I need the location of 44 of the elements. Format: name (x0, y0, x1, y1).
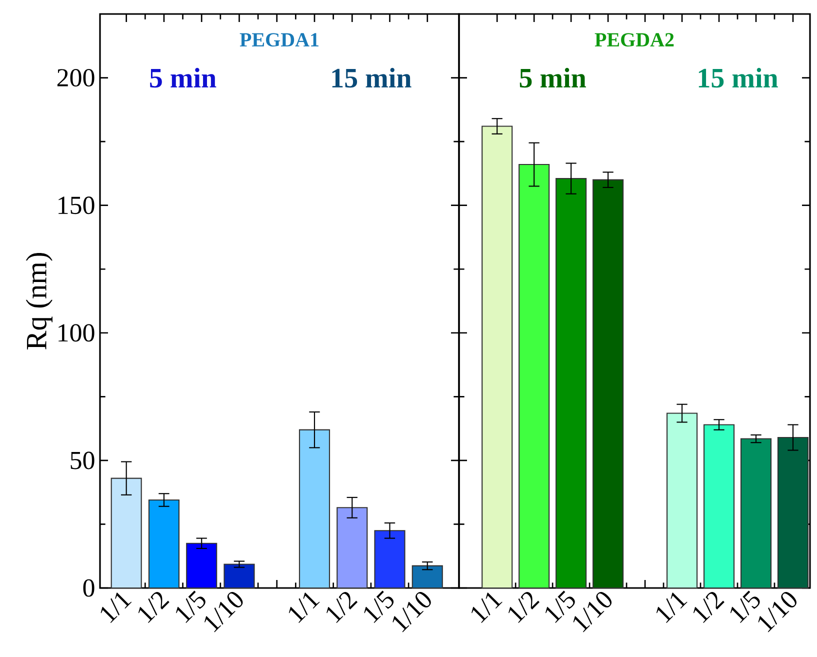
text: PEGDA2 (594, 33, 674, 47)
x-tick-label: 1/2 (508, 592, 540, 623)
x-tick-label: 1/5 (364, 590, 394, 623)
annotation: 15 min (332, 68, 412, 88)
x-tick-label: 1/10 (573, 592, 612, 632)
x-tick-label: 1/10 (758, 592, 796, 632)
x-tick-label: 1/2 (326, 592, 358, 623)
x-tick-label: 1/10 (204, 592, 243, 632)
x-tick-label: 1/5 (730, 590, 760, 623)
bar (374, 530, 406, 589)
bar (777, 436, 809, 589)
bar (110, 478, 142, 589)
y-tick-label: 100 (58, 324, 94, 342)
x-tick-label: 1/10 (392, 592, 431, 632)
bar (556, 178, 587, 589)
annotation: 5 min (520, 68, 586, 88)
text: PEGDA1 (240, 33, 318, 47)
bar (336, 507, 368, 589)
bar (148, 499, 180, 589)
annotation: 5 min (150, 68, 216, 88)
y-axis-title: Rq (nm) (26, 253, 52, 350)
annotation: 15 min (698, 68, 778, 88)
bar (412, 565, 443, 589)
bar (592, 179, 624, 589)
x-tick-label: 1/5 (176, 590, 206, 623)
bar (518, 164, 550, 589)
y-tick-label: 50 (70, 452, 94, 470)
bar (224, 564, 255, 589)
y-tick-label: 0 (83, 579, 94, 597)
x-tick-label: 1/1 (472, 592, 502, 623)
x-tick-label: 1/1 (656, 592, 688, 623)
x-tick-label: 1/1 (288, 592, 320, 623)
bar (186, 542, 218, 589)
x-tick-label: 1/2 (138, 592, 170, 623)
x-tick-label: 1/1 (100, 592, 132, 623)
y-tick-label: 200 (57, 69, 94, 87)
y-tick-label: 150 (58, 196, 94, 214)
bar (666, 412, 698, 589)
bar (482, 126, 513, 589)
x-tick-label: 1/2 (693, 592, 724, 623)
bar (703, 424, 735, 589)
bar (740, 438, 772, 589)
bar (298, 429, 330, 589)
x-tick-label: 1/5 (546, 590, 575, 623)
